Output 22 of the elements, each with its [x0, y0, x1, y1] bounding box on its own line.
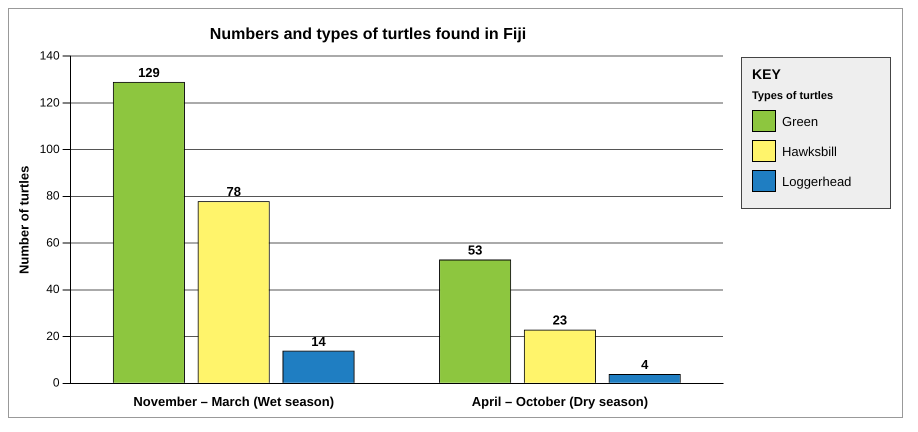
- data-label: 53: [468, 242, 482, 258]
- data-label: 14: [311, 334, 327, 349]
- y-tick-label: 100: [40, 142, 60, 156]
- legend-label: Loggerhead: [782, 174, 852, 188]
- legend-label: Green: [782, 114, 818, 128]
- chart-title: Numbers and types of turtles found in Fiji: [210, 26, 526, 44]
- y-tick-label: 40: [46, 282, 60, 296]
- data-label: 23: [552, 312, 568, 328]
- y-tick-label: 120: [40, 95, 60, 110]
- x-tick-label: November – March (Wet season): [133, 394, 334, 409]
- y-tick-label: 20: [46, 328, 60, 343]
- x-tick-label: April – October (Dry season): [472, 394, 648, 409]
- y-tick-label: 140: [40, 48, 60, 63]
- legend-title: KEY Types of turtles: [752, 66, 834, 102]
- y-tick-label: 60: [46, 235, 60, 250]
- y-axis-title: Number of turtles: [16, 166, 32, 274]
- data-label: 78: [226, 184, 241, 200]
- legend-label: Hawksbill: [782, 144, 837, 158]
- y-tick-label: 80: [46, 188, 60, 203]
- y-tick-label: 0: [52, 376, 60, 390]
- data-label: 129: [138, 64, 160, 80]
- data-label: 4: [641, 357, 650, 372]
